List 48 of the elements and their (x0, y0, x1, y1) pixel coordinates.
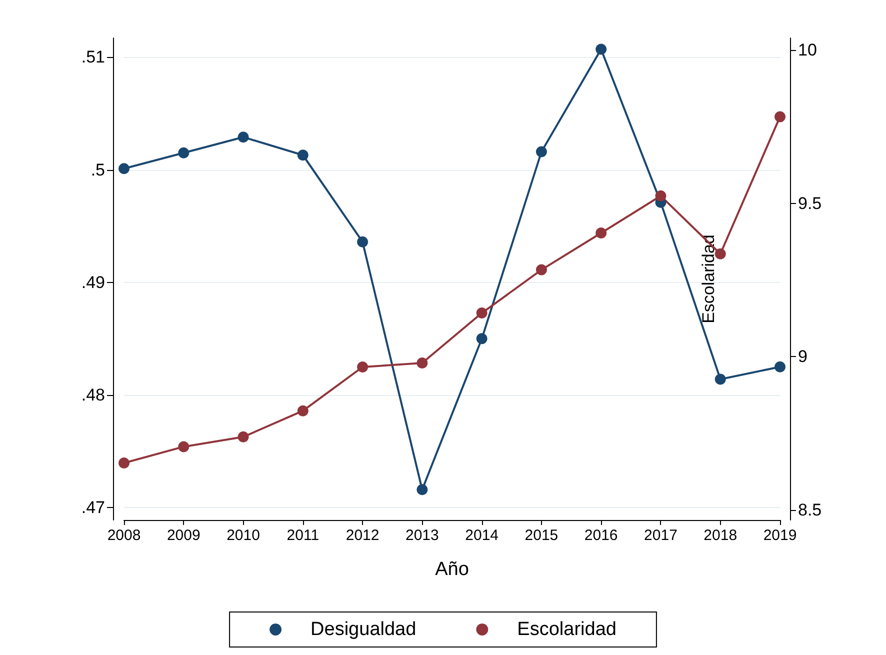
y-tick-label: .51 (81, 48, 105, 67)
point (596, 228, 607, 239)
point (238, 431, 249, 442)
x-tick-label: 2018 (704, 527, 738, 544)
y-tick-label: .5 (90, 160, 105, 180)
legend-label: Desigualdad (310, 619, 416, 640)
legend-label: Escolaridad (517, 619, 616, 640)
point (297, 405, 308, 416)
x-tick-label: 2008 (107, 527, 141, 544)
x-tick-label: 2017 (644, 527, 678, 544)
x-tick-label: 2013 (405, 527, 439, 544)
x-tick-label: 2019 (763, 527, 797, 544)
y-tick-label: .48 (81, 385, 105, 404)
point (416, 484, 428, 496)
point (476, 308, 488, 319)
y2-tick-label: 8.5 (798, 500, 822, 520)
point (596, 44, 607, 55)
y2-tick-label: 9.5 (798, 194, 822, 213)
point (714, 248, 726, 260)
point (238, 132, 249, 143)
point (536, 264, 547, 276)
point (774, 111, 786, 122)
point (536, 146, 547, 158)
point (476, 333, 488, 344)
point (357, 362, 368, 372)
y2-axis-title: Escolaridad (699, 234, 718, 324)
x-tick-label: 2012 (346, 527, 380, 544)
x-tick-label: 2010 (226, 527, 260, 544)
point (416, 358, 428, 369)
x-tick-label: 2015 (524, 527, 558, 544)
y-tick-label: .49 (81, 272, 105, 292)
point (178, 147, 190, 158)
point (118, 457, 130, 468)
y2-tick-label: 9 (798, 347, 808, 366)
y2-tick-label: 10 (798, 40, 817, 60)
x-axis-title: Año (435, 559, 469, 580)
x-tick-label: 2014 (465, 527, 499, 544)
x-tick-label: 2011 (286, 527, 320, 544)
point (118, 163, 130, 174)
point (655, 190, 666, 202)
point (297, 150, 308, 161)
point (714, 374, 726, 385)
point (774, 361, 786, 372)
point (178, 441, 190, 452)
point (357, 236, 368, 248)
y-tick-label: .47 (81, 498, 105, 518)
x-tick-label: 2009 (166, 527, 200, 544)
x-tick-label: 2016 (584, 527, 618, 544)
